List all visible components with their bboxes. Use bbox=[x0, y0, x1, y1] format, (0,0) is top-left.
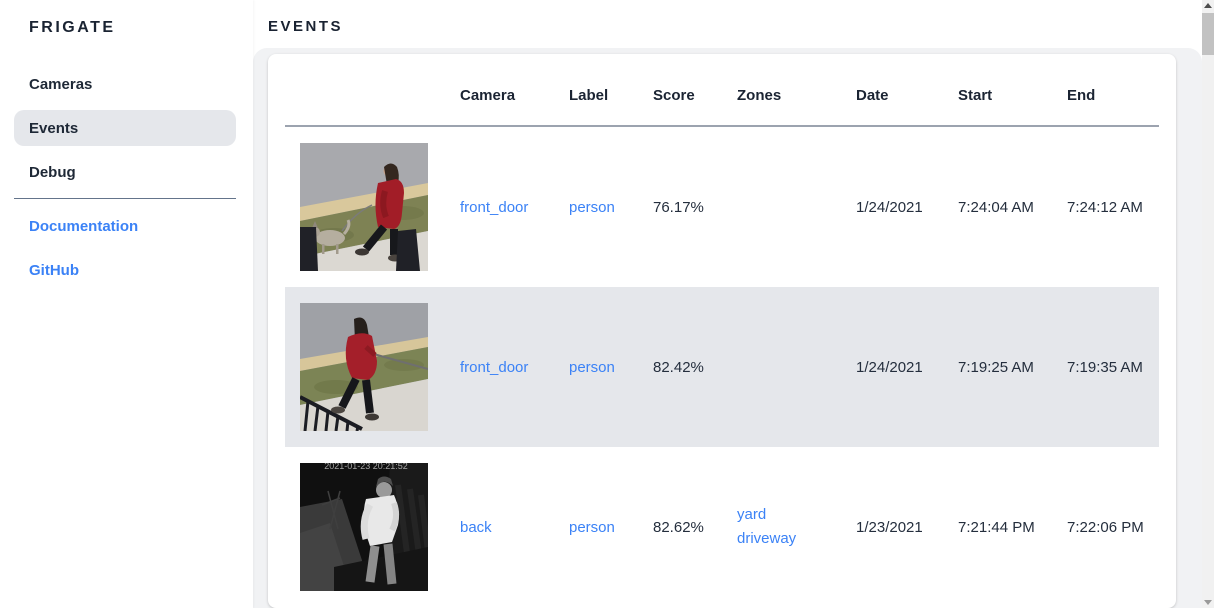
event-row[interactable]: front_door person 82.42% 1/24/2021 7:19:… bbox=[285, 287, 1159, 447]
events-table: Camera Label Score Zones Date Start End bbox=[285, 54, 1159, 607]
col-end: End bbox=[1067, 87, 1096, 104]
event-thumbnail-person-red-hoodie bbox=[300, 303, 428, 431]
sidebar: FRIGATE Cameras Events Debug Documentati… bbox=[0, 0, 253, 608]
table-header-row: Camera Label Score Zones Date Start End bbox=[285, 54, 1159, 127]
event-thumbnail-person-night-bw: 2021-01-23 20:21:52 bbox=[300, 463, 428, 591]
event-row[interactable]: 2021-01-23 20:21:52 back person 82.62% y… bbox=[285, 447, 1159, 607]
event-row[interactable]: front_door person 76.17% 1/24/2021 7:24:… bbox=[285, 127, 1159, 287]
score-value: 82.62% bbox=[653, 518, 704, 536]
event-thumbnail-person-red-coat-dog bbox=[300, 143, 428, 271]
sidebar-nav: Cameras Events Debug Documentation GitHu… bbox=[14, 66, 236, 296]
sidebar-item-debug[interactable]: Debug bbox=[29, 163, 76, 181]
score-value: 76.17% bbox=[653, 198, 704, 216]
thumbnail-timestamp-overlay: 2021-01-23 20:21:52 bbox=[324, 463, 408, 471]
camera-link[interactable]: front_door bbox=[460, 358, 529, 376]
date-value: 1/24/2021 bbox=[856, 198, 923, 216]
col-camera: Camera bbox=[460, 87, 516, 104]
sidebar-item-events[interactable]: Events bbox=[14, 110, 236, 146]
col-date: Date bbox=[856, 87, 889, 104]
thumbnail-cell: 2021-01-23 20:21:52 bbox=[285, 463, 460, 591]
sidebar-link-github[interactable]: GitHub bbox=[29, 261, 79, 279]
date-value: 1/24/2021 bbox=[856, 358, 923, 376]
camera-cell: front_door bbox=[460, 199, 569, 216]
col-label: Label bbox=[569, 87, 609, 104]
thumbnail-cell bbox=[285, 143, 460, 271]
sidebar-item-cameras[interactable]: Cameras bbox=[29, 75, 93, 93]
label-cell: person bbox=[569, 519, 653, 536]
scroll-up-arrow-icon[interactable] bbox=[1202, 0, 1214, 12]
content-panel: Camera Label Score Zones Date Start End bbox=[253, 48, 1202, 608]
thumbnail-cell bbox=[285, 303, 460, 431]
start-value: 7:19:25 AM bbox=[958, 358, 1034, 376]
camera-cell: back bbox=[460, 519, 569, 536]
col-start: Start bbox=[958, 87, 993, 104]
sidebar-link-documentation[interactable]: Documentation bbox=[29, 217, 139, 235]
vertical-scrollbar[interactable] bbox=[1202, 0, 1214, 608]
end-value: 7:24:12 AM bbox=[1067, 198, 1143, 216]
end-value: 7:22:06 PM bbox=[1067, 518, 1144, 536]
label-link[interactable]: person bbox=[569, 358, 615, 376]
camera-link[interactable]: front_door bbox=[460, 198, 529, 216]
col-zones: Zones bbox=[737, 87, 782, 104]
label-link[interactable]: person bbox=[569, 518, 615, 536]
camera-cell: front_door bbox=[460, 359, 569, 376]
start-value: 7:24:04 AM bbox=[958, 198, 1034, 216]
end-value: 7:19:35 AM bbox=[1067, 358, 1143, 376]
sidebar-divider bbox=[14, 198, 236, 199]
camera-link[interactable]: back bbox=[460, 518, 492, 536]
app-logo: FRIGATE bbox=[29, 19, 116, 36]
label-link[interactable]: person bbox=[569, 198, 615, 216]
scroll-down-arrow-icon[interactable] bbox=[1202, 596, 1214, 608]
zone-link[interactable]: driveway bbox=[737, 530, 797, 547]
zone-link[interactable]: yard bbox=[737, 506, 767, 523]
label-cell: person bbox=[569, 359, 653, 376]
col-score: Score bbox=[653, 87, 695, 104]
date-value: 1/23/2021 bbox=[856, 518, 923, 536]
page-title: EVENTS bbox=[268, 17, 344, 35]
zones-cell: yard driveway bbox=[737, 503, 856, 551]
events-card: Camera Label Score Zones Date Start End bbox=[268, 54, 1176, 608]
scrollbar-thumb[interactable] bbox=[1202, 13, 1214, 55]
app-bar: EVENTS bbox=[253, 0, 1202, 48]
start-value: 7:21:44 PM bbox=[958, 518, 1035, 536]
score-value: 82.42% bbox=[653, 358, 704, 376]
label-cell: person bbox=[569, 199, 653, 216]
